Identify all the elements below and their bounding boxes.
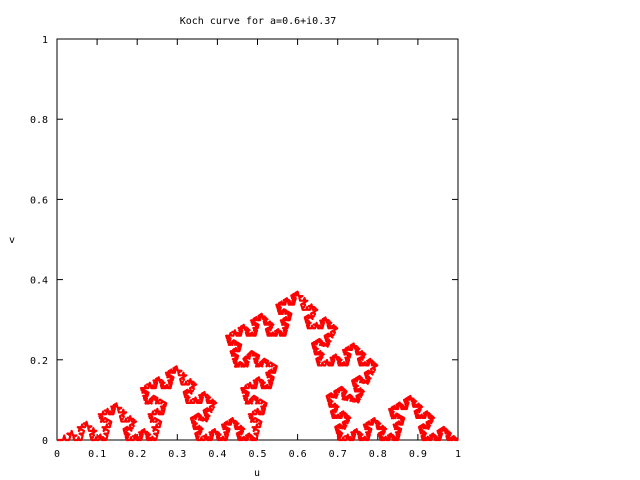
x-tick-label: 0.2 — [128, 449, 146, 460]
x-tick-label: 0.1 — [88, 449, 106, 460]
y-tick-label: 0 — [42, 436, 48, 447]
y-tick-label: 1 — [42, 35, 48, 46]
x-tick-label: 0.5 — [248, 449, 266, 460]
x-tick-label: 0.4 — [208, 449, 226, 460]
y-tick-labels: 0 0.2 0.4 0.6 0.8 1 — [30, 35, 48, 447]
x-tick-label: 0.8 — [369, 449, 387, 460]
koch-curve-series — [57, 290, 459, 442]
x-tick-label: 0.7 — [329, 449, 347, 460]
x-tick-label: 1 — [455, 449, 461, 460]
y-tick-label: 0.8 — [30, 115, 48, 126]
y-axis-label: v — [9, 235, 15, 246]
x-tick-label: 0.3 — [168, 449, 186, 460]
chart-title: Koch curve for a=0.6+i0.37 — [180, 16, 337, 27]
x-tick-label: 0.6 — [289, 449, 307, 460]
y-tick-label: 0.2 — [30, 356, 48, 367]
x-tick-labels: 0 0.1 0.2 0.3 0.4 0.5 0.6 0.7 0.8 0.9 1 — [54, 449, 461, 460]
y-tick-label: 0.6 — [30, 195, 48, 206]
x-axis-label: u — [254, 468, 260, 479]
y-tick-label: 0.4 — [30, 276, 48, 287]
x-tick-label: 0 — [54, 449, 60, 460]
x-tick-label: 0.9 — [409, 449, 427, 460]
